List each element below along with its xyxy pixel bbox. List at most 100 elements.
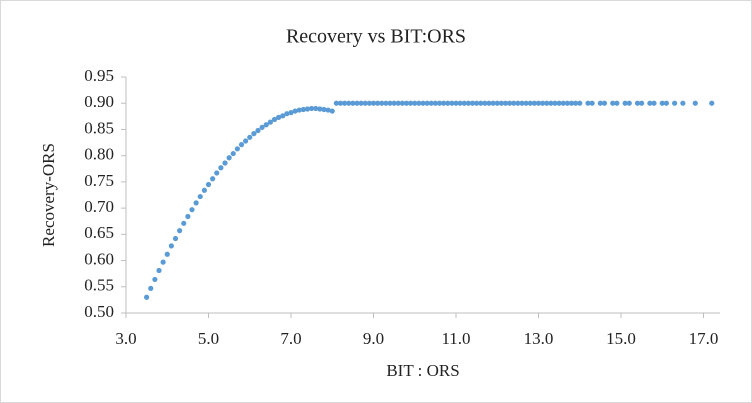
point [482,100,488,106]
point [502,100,509,106]
point [181,220,187,226]
point [535,100,542,106]
point [280,113,286,119]
y-tick-label: 0.70 [84,197,114,216]
point [424,100,430,106]
point [515,100,521,106]
point [214,170,220,176]
point [494,100,500,106]
point [329,108,335,114]
point [564,100,570,106]
x-tick-label: 3.0 [115,329,136,348]
point [548,100,554,106]
x-tick-label: 5.0 [198,329,219,348]
point [647,100,653,106]
point [709,100,715,106]
point [577,100,583,106]
point [160,259,166,265]
point [659,100,665,106]
point [626,100,632,106]
point [403,100,410,106]
point [610,100,616,106]
point [197,193,203,200]
point [469,100,476,106]
point [453,100,459,106]
point [263,122,269,128]
point [387,100,393,106]
point [251,131,257,137]
point [573,100,579,106]
point [560,100,566,106]
point [259,124,265,130]
chart-title: Recovery vs BIT:ORS [286,26,466,48]
point [201,187,207,193]
point [152,276,158,283]
point [346,100,352,106]
point [428,100,434,106]
point [672,100,678,106]
point [490,100,496,106]
point [177,228,183,234]
point [354,100,360,106]
y-tick-label: 0.80 [84,145,114,164]
point [276,114,282,120]
y-tick-label: 0.60 [84,249,114,268]
point [465,100,471,106]
point [511,100,517,106]
point [292,108,298,114]
point [325,107,331,113]
point [478,100,484,106]
point [523,100,529,106]
point [622,100,628,106]
point [317,106,323,112]
point [680,100,686,106]
point [350,100,356,106]
y-tick-label: 0.55 [84,276,114,295]
point [457,100,463,106]
point [692,100,698,106]
point [651,100,657,106]
point [432,100,438,106]
point [342,100,348,106]
point [507,100,513,106]
point [271,116,278,123]
point [358,100,364,106]
x-tick-label: 11.0 [441,329,470,348]
point [238,142,245,148]
x-tick-label: 15.0 [606,329,636,348]
point [614,100,620,106]
point [441,100,447,106]
point [234,146,240,152]
point [218,165,224,171]
point [601,100,608,106]
point [193,200,199,206]
point [436,100,443,106]
point [304,106,311,112]
point [267,119,273,125]
point [210,176,216,182]
point [474,100,480,106]
point [527,100,533,106]
point [255,127,261,134]
y-tick-label: 0.90 [84,92,114,111]
x-tick-label: 13.0 [524,329,554,348]
point [370,100,377,106]
point [383,100,389,106]
point [552,100,558,106]
y-tick-label: 0.50 [84,302,114,321]
point [597,100,603,106]
point [395,100,401,106]
point [498,100,504,106]
point [362,100,368,106]
point [156,267,162,274]
point [288,110,294,116]
y-tick-label: 0.75 [84,171,114,190]
point [375,100,381,106]
point [589,100,595,106]
y-axis-title: Recovery-ORS [39,143,58,247]
point [420,100,426,106]
x-tick-label: 9.0 [363,329,384,348]
point [449,100,455,106]
